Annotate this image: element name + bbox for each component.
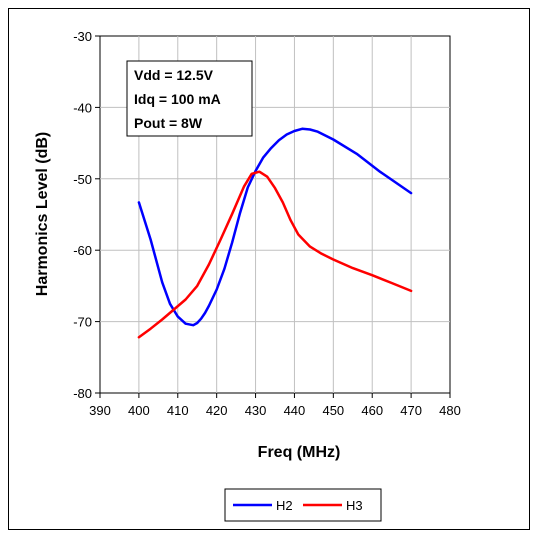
x-tick-label: 430: [245, 403, 267, 418]
series-line-h2: [137, 127, 413, 327]
y-tick-label: -40: [73, 100, 92, 115]
y-tick-labels: -30 -40 -50 -60 -70 -80: [73, 29, 92, 401]
series-line-h3: [137, 170, 413, 339]
x-axis-title: Freq (MHz): [258, 444, 341, 461]
annotation-pout: Pout = 8W: [134, 115, 203, 131]
x-tick-label: 460: [361, 403, 383, 418]
legend: H2 H3: [224, 488, 382, 522]
x-tick-label: 450: [322, 403, 344, 418]
y-tick-label: -50: [73, 172, 92, 187]
x-tick-labels: 390 400 410 420 430 440 450 460 470 480: [89, 403, 461, 418]
legend-h3-label: H3: [346, 498, 363, 513]
annotation-box: Vdd = 12.5V Idq = 100 mA Pout = 8W: [126, 60, 253, 137]
x-tick-label: 400: [128, 403, 150, 418]
annotation-border: [126, 60, 253, 137]
x-tick-label: 470: [400, 403, 422, 418]
y-tick-label: -60: [73, 243, 92, 258]
x-tick-label: 390: [89, 403, 111, 418]
y-tick-label: -80: [73, 386, 92, 401]
y-axis-title: Harmonics Level (dB): [34, 132, 51, 296]
x-tick-label: 410: [167, 403, 189, 418]
annotation-idq: Idq = 100 mA: [134, 91, 221, 107]
series-lines: [137, 127, 413, 339]
x-tick-label: 440: [284, 403, 306, 418]
x-tick-label: 420: [206, 403, 228, 418]
legend-h2-label: H2: [276, 498, 293, 513]
y-tick-label: -30: [73, 29, 92, 44]
y-tick-label: -70: [73, 315, 92, 330]
x-tick-label: 480: [439, 403, 461, 418]
annotation-vdd: Vdd = 12.5V: [134, 67, 214, 83]
